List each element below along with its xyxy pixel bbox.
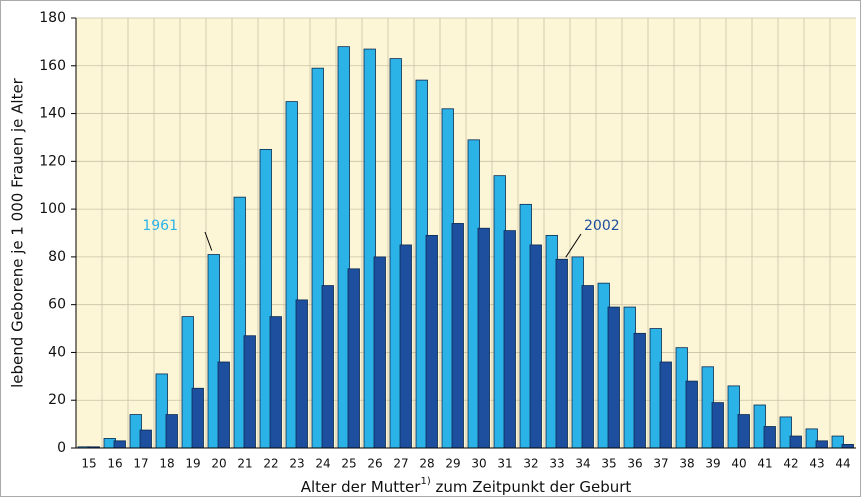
bar xyxy=(451,223,464,449)
x-tick-label: 21 xyxy=(237,457,252,471)
bar xyxy=(477,227,490,449)
x-tick-label: 20 xyxy=(211,457,226,471)
x-tick-label: 30 xyxy=(471,457,486,471)
bar xyxy=(321,285,334,449)
x-tick-label: 16 xyxy=(107,457,122,471)
x-tick-label: 35 xyxy=(601,457,616,471)
bar xyxy=(295,299,308,449)
x-tick-label: 25 xyxy=(341,457,356,471)
x-tick-label: 24 xyxy=(315,457,330,471)
bar xyxy=(373,256,386,449)
bar xyxy=(685,380,698,449)
x-tick-label: 19 xyxy=(185,457,200,471)
x-tick-label: 27 xyxy=(393,457,408,471)
y-tick-label: 40 xyxy=(48,344,66,360)
footnote-mark: 1) xyxy=(420,476,430,487)
y-tick-label: 120 xyxy=(39,153,66,169)
x-tick-label: 32 xyxy=(523,457,538,471)
bar xyxy=(139,429,152,449)
bar xyxy=(841,444,854,449)
bar xyxy=(529,244,542,449)
bar xyxy=(763,426,776,449)
bar xyxy=(399,244,412,449)
bar xyxy=(191,387,204,449)
bar xyxy=(243,335,256,449)
bar xyxy=(659,361,672,449)
series-label: 2002 xyxy=(584,218,620,234)
bar xyxy=(113,440,126,449)
x-tick-label: 36 xyxy=(627,457,642,471)
y-tick-label: 100 xyxy=(39,201,66,217)
bar xyxy=(217,361,230,449)
leader-line xyxy=(204,231,213,251)
bar xyxy=(711,402,724,449)
bar xyxy=(347,268,360,449)
y-tick-label: 0 xyxy=(57,440,66,456)
x-tick-label: 41 xyxy=(757,457,772,471)
x-tick-label: 37 xyxy=(653,457,668,471)
y-tick-label: 80 xyxy=(48,249,66,265)
bar xyxy=(607,306,620,449)
x-tick-label: 22 xyxy=(263,457,278,471)
bar xyxy=(425,234,438,449)
x-tick-label: 33 xyxy=(549,457,564,471)
y-tick-label: 60 xyxy=(48,297,66,313)
y-axis-label: lebend Geborene je 1 000 Frauen je Alter xyxy=(9,77,27,388)
x-tick-label: 42 xyxy=(783,457,798,471)
x-tick-label: 43 xyxy=(809,457,824,471)
bar xyxy=(815,440,828,449)
x-tick-label: 26 xyxy=(367,457,382,471)
x-tick-label: 29 xyxy=(445,457,460,471)
x-tick-label: 23 xyxy=(289,457,304,471)
x-tick-label: 17 xyxy=(133,457,148,471)
bar xyxy=(789,435,802,449)
x-tick-label: 18 xyxy=(159,457,174,471)
x-tick-label: 28 xyxy=(419,457,434,471)
bar xyxy=(737,414,750,449)
bar xyxy=(503,230,516,449)
bar xyxy=(555,258,568,449)
y-tick-label: 180 xyxy=(39,10,66,26)
bar xyxy=(269,316,282,449)
x-tick-label: 38 xyxy=(679,457,694,471)
leader-line xyxy=(565,233,582,258)
x-axis-label-part: Alter der Mutter xyxy=(301,478,422,496)
x-tick-label: 34 xyxy=(575,457,590,471)
bar xyxy=(165,414,178,449)
x-tick-label: 31 xyxy=(497,457,512,471)
x-axis-label-part: zum Zeitpunkt der Geburt xyxy=(431,478,632,496)
bar xyxy=(633,332,646,449)
x-tick-label: 44 xyxy=(835,457,850,471)
y-tick-label: 160 xyxy=(39,58,66,74)
y-tick-label: 140 xyxy=(39,106,66,122)
bar xyxy=(581,285,594,449)
x-tick-label: 15 xyxy=(81,457,96,471)
x-tick-label: 40 xyxy=(731,457,746,471)
x-tick-label: 39 xyxy=(705,457,720,471)
y-tick-label: 20 xyxy=(48,392,66,408)
x-axis-label: Alter der Mutter1) zum Zeitpunkt der Geb… xyxy=(301,476,632,496)
series-label: 1961 xyxy=(142,218,178,234)
